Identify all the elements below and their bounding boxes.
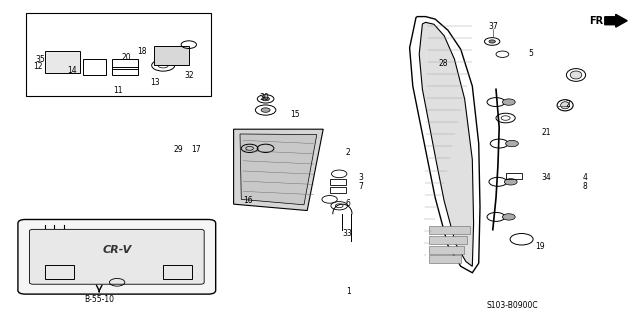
- Bar: [506, 173, 522, 179]
- FancyArrow shape: [605, 14, 627, 27]
- Text: S103-B0900C: S103-B0900C: [486, 301, 538, 310]
- Text: 19: 19: [535, 242, 545, 251]
- Circle shape: [502, 214, 515, 220]
- Bar: [26, 13, 211, 96]
- Text: 35: 35: [35, 55, 45, 63]
- Text: 37: 37: [488, 22, 498, 31]
- Polygon shape: [240, 134, 317, 205]
- Text: 32: 32: [184, 71, 194, 80]
- Text: 18: 18: [138, 47, 147, 56]
- Bar: [154, 46, 189, 65]
- FancyBboxPatch shape: [18, 219, 216, 294]
- Text: 6: 6: [346, 199, 351, 208]
- Text: FR.: FR.: [589, 16, 607, 26]
- Bar: [45, 265, 74, 279]
- Polygon shape: [234, 129, 323, 211]
- Bar: [163, 265, 192, 279]
- Text: 3: 3: [358, 173, 364, 182]
- Text: CR-V: CR-V: [102, 245, 132, 256]
- Text: 15: 15: [290, 110, 300, 119]
- Bar: [330, 179, 346, 185]
- Text: 28: 28: [439, 59, 448, 68]
- Ellipse shape: [570, 71, 582, 79]
- Bar: [429, 246, 464, 254]
- FancyBboxPatch shape: [29, 229, 204, 284]
- Text: 14: 14: [67, 66, 77, 75]
- Circle shape: [262, 97, 269, 101]
- Text: 34: 34: [541, 173, 552, 182]
- Text: 30: 30: [259, 93, 269, 102]
- Text: 12: 12: [34, 63, 43, 71]
- Bar: [429, 226, 470, 234]
- Bar: [83, 59, 106, 75]
- Circle shape: [506, 140, 518, 147]
- Circle shape: [489, 40, 495, 43]
- Text: 11: 11: [113, 86, 122, 95]
- Bar: [429, 236, 467, 244]
- Text: 7: 7: [358, 182, 363, 191]
- Circle shape: [261, 108, 270, 112]
- Text: 33: 33: [342, 229, 353, 238]
- Circle shape: [504, 179, 517, 185]
- Text: 21: 21: [542, 128, 551, 137]
- Text: 8: 8: [582, 182, 588, 191]
- Polygon shape: [410, 17, 480, 273]
- Text: B-55-10: B-55-10: [84, 295, 114, 304]
- Text: 29: 29: [173, 145, 183, 154]
- Text: 16: 16: [243, 197, 253, 205]
- Bar: [45, 51, 80, 73]
- Text: 5: 5: [528, 49, 533, 58]
- Bar: [429, 255, 461, 263]
- Bar: [112, 59, 138, 75]
- Ellipse shape: [561, 102, 570, 109]
- Polygon shape: [419, 22, 474, 266]
- Ellipse shape: [557, 100, 573, 111]
- Text: 4: 4: [582, 173, 588, 182]
- Text: 13: 13: [150, 78, 160, 87]
- Text: 2: 2: [346, 148, 351, 157]
- Ellipse shape: [566, 69, 586, 81]
- Bar: [330, 187, 346, 193]
- Text: 17: 17: [191, 145, 201, 154]
- Text: 20: 20: [121, 53, 131, 62]
- Text: 2: 2: [566, 100, 571, 109]
- Text: 1: 1: [346, 287, 351, 296]
- Circle shape: [502, 99, 515, 105]
